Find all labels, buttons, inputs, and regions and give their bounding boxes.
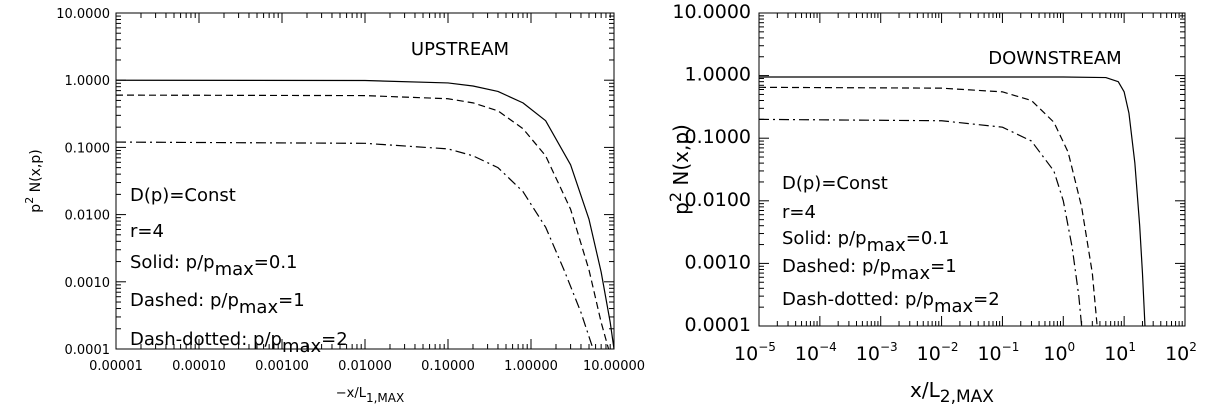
x-tick-label: 101 — [1104, 340, 1136, 365]
y-axis-label: p2 N(x,p) — [23, 149, 44, 212]
annotation: D(p)=Const — [130, 185, 236, 206]
x-tick-label: 10−1 — [977, 340, 1019, 365]
x-axis-label: x/L2,MAX — [910, 378, 994, 407]
annotation: Dashed: p/pmax=1 — [782, 256, 957, 284]
annotation: Dash-dotted: p/pmax=2 — [782, 289, 1000, 317]
panel-title: UPSTREAM — [411, 39, 509, 60]
y-tick-label: 10.0000 — [56, 7, 110, 22]
x-tick-label: 0.10000 — [421, 359, 475, 374]
panel-title: DOWNSTREAM — [988, 48, 1121, 69]
x-tick-label: 10.00000 — [583, 359, 645, 374]
y-tick-label: 0.1000 — [685, 126, 751, 148]
series-line-dashed — [116, 94, 610, 349]
y-tick-label: 0.0100 — [685, 189, 751, 211]
annotation: Solid: p/pmax=0.1 — [130, 252, 298, 280]
series-line-dashed — [759, 86, 1098, 326]
series-line-dashdot — [116, 141, 594, 349]
annotation: Dashed: p/pmax=1 — [130, 290, 305, 318]
series-group — [759, 76, 1146, 326]
y-tick-label: 0.0010 — [65, 276, 111, 291]
y-tick-label: 0.1000 — [65, 141, 111, 156]
y-tick-label: 0.0001 — [685, 314, 751, 336]
x-tick-label: 102 — [1165, 340, 1197, 365]
series-line-solid — [759, 76, 1146, 326]
downstream-panel: 0.0001 0.0010 0.0100 0.1000 1.0000 10.0000 10−… — [666, 1, 1197, 407]
plot-frame — [758, 12, 1186, 327]
y-tick-label: 10.0000 — [672, 1, 751, 23]
y-tick-label: 1.0000 — [685, 64, 751, 86]
x-tick-label: 10−5 — [734, 340, 776, 365]
y-tick-label: 1.0000 — [65, 74, 111, 89]
series-line-dashdot — [759, 118, 1083, 326]
annotation: D(p)=Const — [782, 173, 888, 194]
y-tick-label: 0.0010 — [685, 251, 751, 273]
x-tick-label: 10−3 — [856, 340, 898, 365]
x-axis-label: −x/L1,MAX — [336, 386, 404, 405]
x-tick-label: 100 — [1043, 340, 1075, 365]
y-tick-label: 0.0001 — [65, 343, 111, 358]
x-tick-label: 0.00100 — [255, 359, 309, 374]
annotation: r=4 — [782, 202, 816, 223]
x-tick-label: 0.00001 — [89, 359, 143, 374]
annotation: r=4 — [130, 221, 164, 242]
series-group — [116, 79, 614, 349]
y-axis-label: p2 N(x,p) — [666, 124, 693, 215]
annotation: Dash-dotted: p/pmax=2 — [130, 329, 348, 357]
x-tick-label: 10−2 — [917, 340, 959, 365]
series-line-solid — [116, 79, 614, 349]
x-tick-label: 0.00010 — [172, 359, 226, 374]
x-tick-label: 0.01000 — [338, 359, 392, 374]
y-tick-label: 0.0100 — [65, 209, 111, 224]
x-tick-label: 1.00000 — [504, 359, 558, 374]
x-tick-label: 10−4 — [795, 340, 837, 365]
annotation: Solid: p/pmax=0.1 — [782, 228, 950, 256]
upstream-panel: 0.0001 0.0010 0.0100 0.1000 1.0000 10.0000 0.0… — [23, 7, 645, 405]
